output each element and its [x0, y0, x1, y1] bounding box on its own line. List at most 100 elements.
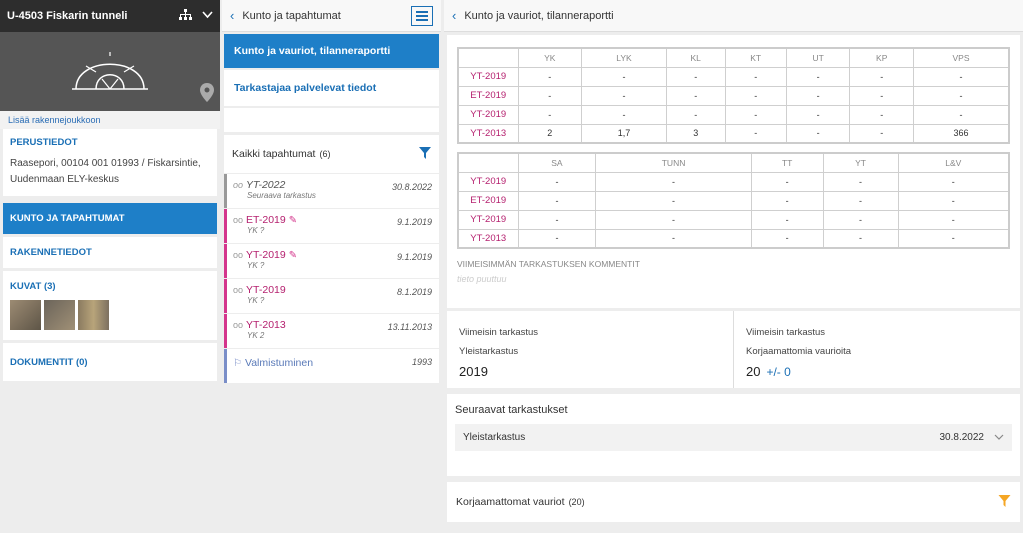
table-cell: - [913, 104, 1010, 125]
table-cell: - [849, 85, 915, 106]
condition-table-1: YK LYK KL KT UT KP VPS YT-2019- - - - - - - ET-2019- - -… [457, 47, 1010, 144]
table-cell: 3 [665, 123, 726, 144]
table-cell: - [785, 85, 851, 106]
table-cell: - [822, 209, 899, 230]
row-label[interactable]: YT-2019 [457, 66, 519, 87]
table-header: TUNN [595, 152, 752, 173]
tunnel-icon [72, 52, 148, 90]
events-list-title: Kaikki tapahtumat [232, 148, 316, 160]
event-subtitle: YK ? [247, 226, 265, 235]
table-cell: - [665, 85, 726, 106]
images-title[interactable]: KUVAT (3) [10, 281, 56, 292]
filter-icon[interactable] [998, 494, 1011, 510]
table-header: KL [665, 47, 726, 68]
event-name: YT-2019 [246, 249, 286, 261]
condition-table-2: SA TUNN TT YT L&V YT-2019- - - - - ET-2019- - - - - YT-… [457, 152, 1010, 249]
table-cell: - [849, 104, 915, 125]
event-date: 9.1.2019 [396, 217, 432, 227]
table-cell: - [517, 228, 597, 249]
table-row: YT-2019- - - - - - - [457, 104, 1010, 125]
table-cell: - [897, 171, 1010, 192]
row-label[interactable]: ET-2019 [457, 85, 519, 106]
next-inspection-row[interactable]: Yleistarkastus 30.8.2022 [455, 424, 1012, 451]
image-thumbnail[interactable] [10, 300, 41, 330]
event-name: ET-2019 [246, 214, 286, 226]
row-label[interactable]: YT-2019 [457, 209, 519, 230]
table-row: YT-2013- - - - - [457, 228, 1010, 249]
glasses-icon: oo [233, 180, 244, 190]
table-cell: - [724, 85, 787, 106]
table-cell: - [517, 171, 597, 192]
event-subtitle: Seuraava tarkastus [247, 191, 316, 200]
add-to-group-link[interactable]: Lisää rakennejoukkoon [0, 111, 220, 129]
chevron-down-icon[interactable] [994, 432, 1004, 443]
event-item[interactable]: oo YT-2022 Seuraava tarkastus 30.8.2022 [224, 174, 439, 208]
back-chevron-icon[interactable]: ‹ [230, 8, 235, 23]
inspection-type: Yleistarkastus [459, 346, 519, 357]
last-inspection-general: Viimeisin tarkastus Yleistarkastus 2019 [447, 311, 733, 388]
structure-image [0, 32, 220, 111]
hierarchy-icon[interactable] [179, 8, 192, 24]
row-label[interactable]: YT-2013 [457, 228, 519, 249]
image-thumbnail[interactable] [78, 300, 109, 330]
link-condition-report[interactable]: Kunto ja vauriot, tilanneraportti [224, 34, 439, 68]
back-chevron-icon[interactable]: ‹ [452, 8, 457, 23]
unfixed-damages-delta: +/- 0 [766, 365, 791, 379]
table-header: VPS [913, 47, 1010, 68]
event-name: YT-2022 [246, 179, 286, 191]
table-cell: - [822, 171, 899, 192]
nav-documents[interactable]: DOKUMENTIT (0) [3, 343, 217, 381]
event-date: 1993 [411, 357, 432, 367]
event-item[interactable]: oo YT-2019 ✎ YK ? 9.1.2019 [224, 244, 439, 278]
event-date: 9.1.2019 [396, 252, 432, 262]
table-header: LYK [581, 47, 667, 68]
image-thumbnails [10, 300, 210, 330]
event-item[interactable]: oo YT-2019 YK ? 8.1.2019 [224, 279, 439, 313]
pencil-icon[interactable]: ✎ [288, 214, 298, 226]
table-row: YT-2013 2 1,7 3- - -366 [457, 123, 1010, 144]
event-item[interactable]: ⚐ Valmistuminen 1993 [224, 349, 439, 383]
events-list-header: Kaikki tapahtumat (6) [224, 135, 439, 173]
next-inspections-title: Seuraavat tarkastukset [455, 404, 568, 416]
table-cell: - [724, 123, 787, 144]
table-row: ET-2019- - - - - - - [457, 85, 1010, 106]
table-cell: 366 [913, 123, 1010, 144]
table-cell: - [581, 85, 667, 106]
filter-icon[interactable] [419, 146, 431, 162]
event-name: YT-2019 [246, 284, 286, 296]
next-inspection-type: Yleistarkastus [463, 432, 526, 443]
pencil-icon[interactable]: ✎ [288, 249, 298, 261]
event-subtitle: YK ? [247, 296, 265, 305]
table-cell: - [665, 104, 726, 125]
unfixed-damages-count: 20 [746, 364, 761, 379]
event-date: 30.8.2022 [391, 182, 432, 192]
event-item[interactable]: oo YT-2013 YK 2 13.11.2013 [224, 314, 439, 348]
table-cell: - [897, 228, 1010, 249]
report-tables: YK LYK KL KT UT KP VPS YT-2019- - - - - - - ET-2019- - -… [447, 35, 1020, 308]
table-cell: - [595, 190, 752, 211]
nav-condition-events[interactable]: KUNTO JA TAPAHTUMAT [3, 203, 217, 234]
location-pin-icon[interactable] [200, 83, 214, 105]
glasses-icon: oo [233, 250, 244, 260]
events-list: oo YT-2022 Seuraava tarkastus 30.8.2022 oo ET… [222, 174, 441, 383]
row-label[interactable]: ET-2019 [457, 190, 519, 211]
table-header [457, 152, 519, 173]
event-item[interactable]: oo ET-2019 ✎ YK ? 9.1.2019 [224, 209, 439, 243]
menu-button[interactable] [411, 5, 433, 26]
nav-structure-info[interactable]: RAKENNETIEDOT [3, 237, 217, 268]
report-panel: ‹ Kunto ja vauriot, tilanneraportti YK LY… [444, 0, 1023, 533]
table-cell: - [849, 66, 915, 87]
basic-info-title[interactable]: PERUSTIEDOT [10, 137, 78, 148]
unfixed-damages-card: Korjaamattomat vauriot (20) [447, 482, 1020, 522]
event-name: YT-2013 [246, 319, 286, 331]
link-inspector-info[interactable]: Tarkastajaa palvelevat tiedot [224, 70, 439, 106]
unfixed-damages-total: (20) [568, 497, 585, 507]
table-cell: - [517, 209, 597, 230]
image-thumbnail[interactable] [44, 300, 75, 330]
row-label[interactable]: YT-2013 [457, 123, 519, 144]
chevron-down-icon[interactable] [202, 10, 213, 22]
table-header: SA [517, 152, 597, 173]
event-date: 13.11.2013 [387, 322, 432, 332]
row-label[interactable]: YT-2019 [457, 104, 519, 125]
row-label[interactable]: YT-2019 [457, 171, 519, 192]
